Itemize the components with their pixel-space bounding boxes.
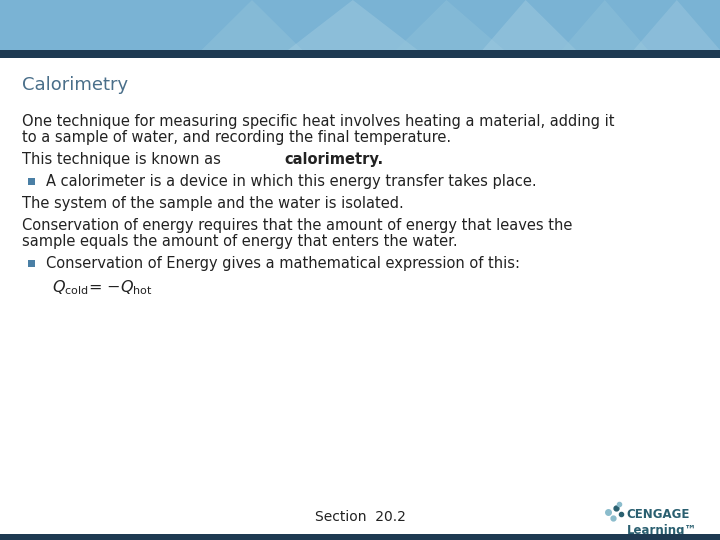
Polygon shape (396, 0, 504, 50)
Bar (0, 0, 720, 50)
Text: Calorimetry: Calorimetry (22, 76, 128, 94)
Text: $Q_{\sf cold}$= $-Q_{\sf hot}$: $Q_{\sf cold}$= $-Q_{\sf hot}$ (52, 278, 153, 296)
Polygon shape (202, 0, 302, 50)
Polygon shape (562, 0, 648, 50)
Text: CENGAGE
Learning™: CENGAGE Learning™ (626, 508, 697, 537)
Bar (28, 260, 35, 267)
Bar (28, 178, 35, 185)
Text: A calorimeter is a device in which this energy transfer takes place.: A calorimeter is a device in which this … (46, 174, 536, 189)
Text: sample equals the amount of energy that enters the water.: sample equals the amount of energy that … (22, 234, 458, 249)
Polygon shape (288, 0, 418, 50)
Text: The system of the sample and the water is isolated.: The system of the sample and the water i… (22, 196, 404, 211)
Text: Conservation of Energy gives a mathematical expression of this:: Conservation of Energy gives a mathemati… (46, 256, 520, 271)
Bar (0, 534, 720, 540)
Text: One technique for measuring specific heat involves heating a material, adding it: One technique for measuring specific hea… (22, 114, 614, 129)
Text: calorimetry.: calorimetry. (284, 152, 384, 167)
Text: Section  20.2: Section 20.2 (315, 510, 405, 524)
Polygon shape (634, 0, 720, 50)
Text: to a sample of water, and recording the final temperature.: to a sample of water, and recording the … (22, 130, 451, 145)
Text: This technique is known as: This technique is known as (22, 152, 225, 167)
Text: Conservation of energy requires that the amount of energy that leaves the: Conservation of energy requires that the… (22, 218, 572, 233)
Polygon shape (482, 0, 576, 50)
Bar (0, 50, 720, 58)
